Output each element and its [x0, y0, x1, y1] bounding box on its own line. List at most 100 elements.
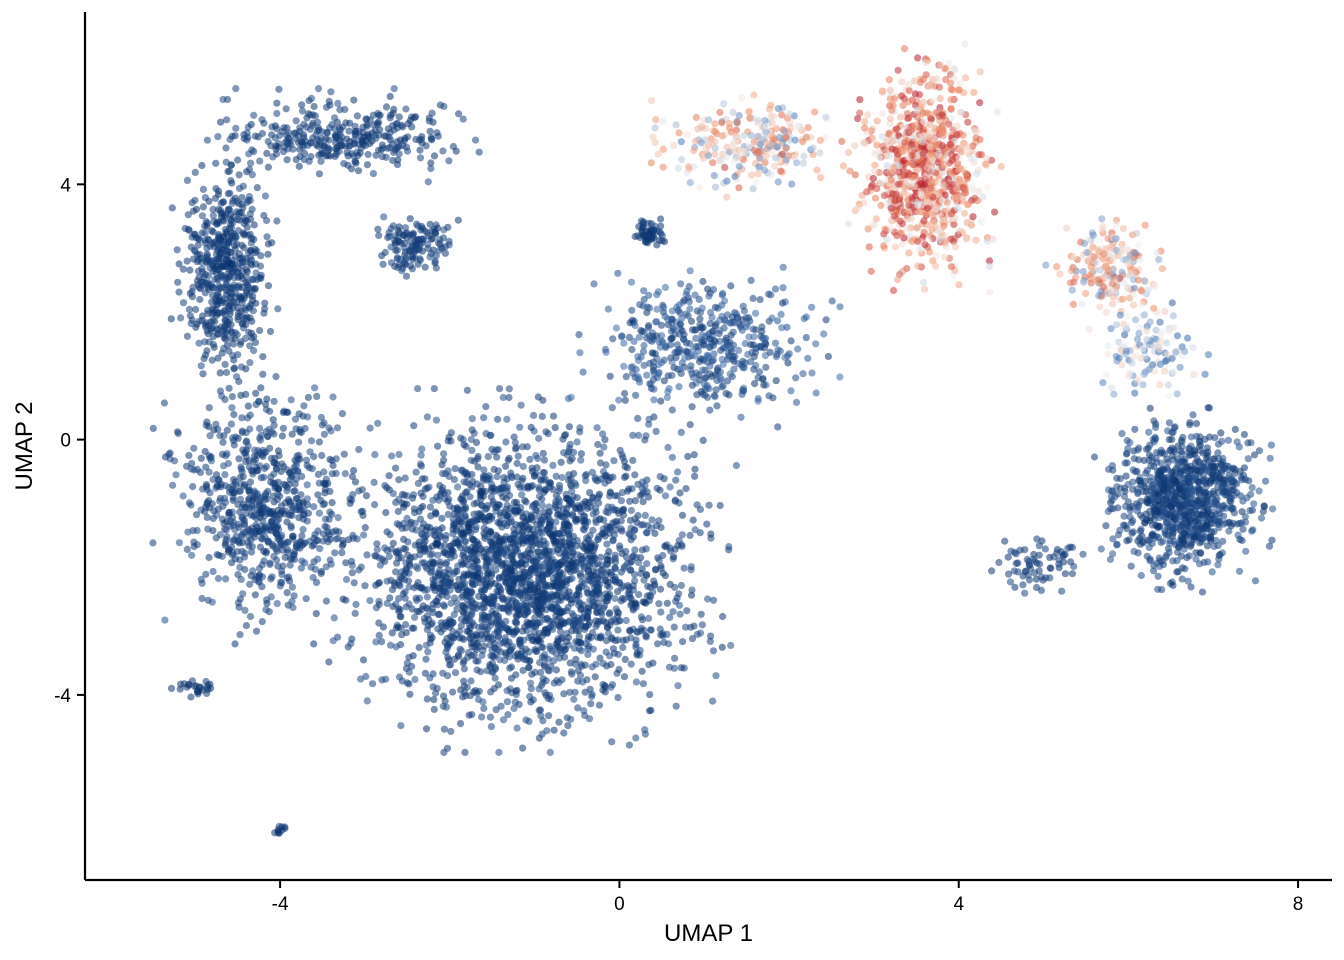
data-point — [557, 620, 566, 628]
data-point — [552, 666, 561, 674]
data-point — [392, 624, 400, 632]
data-point — [261, 192, 269, 200]
data-point — [641, 730, 650, 738]
data-point — [223, 426, 231, 434]
data-point — [418, 524, 426, 532]
data-point — [533, 635, 542, 644]
data-point — [777, 310, 785, 318]
data-point — [566, 575, 574, 584]
data-point — [235, 487, 243, 495]
data-point — [430, 152, 439, 160]
data-point — [634, 356, 643, 365]
data-point — [657, 321, 666, 329]
data-point — [541, 661, 549, 669]
data-point — [288, 597, 296, 606]
data-point — [423, 484, 431, 492]
data-point — [514, 655, 522, 663]
data-point — [570, 695, 578, 703]
data-point — [313, 392, 321, 400]
data-point — [382, 103, 391, 111]
data-point — [409, 494, 417, 502]
data-point — [429, 496, 437, 504]
data-point — [266, 560, 274, 569]
data-point — [325, 136, 333, 144]
data-point — [661, 492, 670, 500]
data-point — [192, 305, 200, 314]
data-point — [388, 586, 397, 594]
data-point — [626, 566, 634, 574]
data-point — [215, 551, 223, 559]
data-point — [592, 594, 600, 602]
data-point — [703, 384, 711, 392]
data-point — [304, 413, 312, 421]
data-point — [205, 497, 213, 505]
data-point — [601, 576, 609, 585]
data-point — [514, 452, 522, 460]
data-point — [693, 630, 702, 639]
data-point — [554, 495, 563, 503]
data-point — [648, 516, 656, 524]
data-point — [288, 532, 297, 541]
data-point — [188, 293, 197, 301]
data-point — [317, 496, 325, 505]
data-point — [389, 539, 397, 547]
data-point — [342, 575, 351, 584]
data-point — [354, 167, 363, 175]
data-point — [202, 570, 210, 578]
data-point — [766, 348, 774, 356]
data-point — [440, 725, 448, 733]
data-point — [474, 455, 482, 463]
data-point — [647, 626, 655, 634]
data-point — [228, 404, 236, 412]
data-point — [418, 445, 426, 453]
data-point — [661, 572, 670, 580]
data-point — [416, 154, 425, 162]
data-point — [712, 386, 720, 394]
data-point — [718, 301, 726, 309]
data-point — [594, 560, 602, 568]
data-point — [583, 589, 591, 597]
data-point — [416, 584, 424, 592]
data-point — [201, 270, 209, 279]
data-point — [299, 525, 307, 534]
data-point — [639, 347, 648, 356]
data-point — [302, 595, 310, 603]
data-point — [610, 616, 618, 624]
data-point — [557, 458, 565, 466]
data-point — [534, 526, 542, 534]
data-point — [488, 659, 496, 667]
data-point — [513, 499, 521, 507]
data-point — [263, 149, 271, 157]
data-point — [510, 433, 518, 441]
data-point — [423, 593, 431, 601]
data-point — [572, 655, 580, 664]
data-point — [499, 393, 507, 402]
data-point — [494, 615, 502, 623]
data-point — [584, 650, 592, 659]
data-point — [499, 716, 508, 724]
data-point — [233, 198, 241, 206]
data-point — [378, 252, 386, 260]
data-point — [395, 495, 403, 503]
data-point — [310, 503, 318, 511]
data-point — [627, 660, 635, 668]
data-point — [567, 715, 575, 723]
data-point — [602, 508, 610, 516]
data-point — [541, 581, 549, 589]
data-point — [430, 385, 438, 393]
data-point — [539, 449, 547, 457]
data-point — [374, 120, 382, 128]
data-point — [467, 566, 475, 574]
data-point — [386, 594, 394, 602]
data-point — [231, 526, 239, 534]
data-point — [700, 357, 708, 365]
data-point — [436, 101, 444, 109]
data-point — [516, 423, 524, 431]
data-point — [228, 179, 236, 187]
data-point — [534, 595, 542, 603]
data-point — [642, 432, 650, 440]
data-point — [494, 415, 502, 423]
data-point — [221, 541, 229, 549]
data-point — [252, 389, 260, 397]
data-point — [650, 582, 659, 590]
